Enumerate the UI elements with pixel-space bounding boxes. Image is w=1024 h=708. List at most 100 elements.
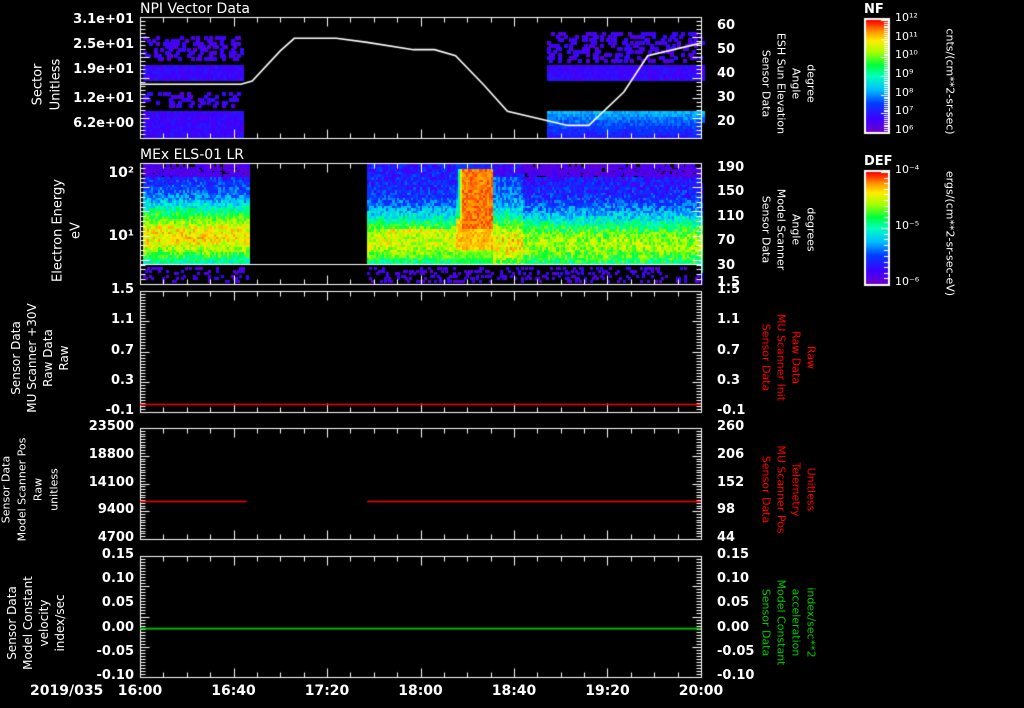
panel3-ytick-right-4: -0.1	[717, 403, 746, 418]
panel2-left-axis-label-line-1: eV	[68, 221, 84, 239]
panel3-ytick-left-1: 1.1	[110, 312, 134, 328]
panel5-ytick-left-1: 0.10	[101, 571, 134, 587]
date-label: 2019/035	[30, 683, 104, 699]
nf-colorbar-tick-3: 10⁹	[895, 67, 914, 80]
panel4-left-axis-label-line-3: unitless	[47, 467, 61, 511]
panel5-ytick-right-5: -0.10	[717, 668, 755, 683]
nf-colorbar-units-line-0: cnts/(cm**2-sr-sec)	[943, 28, 957, 135]
panel2-ytick-right-5: 1.5	[717, 275, 741, 290]
panel2-ytick-right-4: 30	[717, 257, 736, 273]
nf-colorbar-tick-2: 10¹⁰	[895, 48, 918, 62]
time-tick-3: 18:00	[398, 683, 443, 699]
nf-colorbar-tick-5: 10⁷	[895, 104, 914, 118]
panel2-ytick-right-0: 190	[717, 160, 745, 176]
panel4-right-axis-label-line-2: Telemetry	[789, 461, 803, 517]
panel3-right-axis-label-line-1: MU Scanner Init	[774, 313, 788, 401]
panel4-ytick-right-0: 260	[717, 419, 745, 434]
nf-colorbar-tick-0: 10¹²	[895, 11, 918, 24]
panel5-ytick-right-4: -0.05	[717, 643, 755, 659]
panel5-ytick-right-2: 0.05	[717, 595, 750, 611]
def-colorbar-title: DEF	[864, 154, 893, 169]
panel5-ytick-left-2: 0.05	[101, 595, 134, 611]
panel4-ytick-right-2: 152	[717, 474, 745, 490]
panel4-right-axis-label-line-1: MU Scanner Pos	[774, 444, 788, 534]
panel2-ytick-right-2: 110	[717, 208, 745, 224]
panel2-ytick-right-3: 70	[717, 233, 736, 249]
panel2-right-axis-label-line-0: Sensor Data	[759, 195, 773, 263]
panel3-ytick-left-2: 0.7	[110, 342, 134, 358]
panel2-ytick-right-1: 150	[717, 184, 745, 200]
panel4-ytick-right-1: 206	[717, 446, 745, 462]
nf-colorbar-tick-1: 10¹¹	[895, 29, 918, 43]
panel4-right-axis-label-line-3: Unitless	[804, 467, 818, 511]
panel5-right-axis-label-line-3: index/sec**2	[804, 586, 818, 658]
panel3-left-axis-label-line-1: MU Scanner +30V	[25, 302, 39, 413]
panel4-left-axis-label-line-0: Sensor Data	[0, 455, 13, 523]
panel3-left-axis-label-line-0: Sensor Data	[9, 320, 23, 395]
panel5-ytick-left-3: 0.00	[101, 619, 134, 635]
panel2-right-axis-label-line-1: Model Scanner	[774, 188, 788, 270]
panel2-right-axis-label-line-3: degrees	[804, 206, 818, 252]
panel3-ytick-right-0: 1.5	[717, 282, 741, 297]
panel5-left-axis-label-line-0: Sensor Data	[5, 585, 19, 660]
time-tick-6: 20:00	[678, 683, 724, 699]
panel1-ytick-right-3: 30	[717, 90, 736, 106]
panel5-ytick-right-1: 0.10	[717, 571, 750, 587]
panel3-right-axis-label-line-3: Raw	[804, 345, 818, 369]
panel5-ytick-left-5: -0.10	[96, 668, 134, 683]
panel1-ytick-left-4: 6.2e+00	[73, 115, 134, 131]
panel4-ytick-left-1: 18800	[88, 446, 134, 462]
time-tick-0: 16:00	[117, 683, 163, 699]
panel1-ytick-right-2: 40	[717, 66, 736, 82]
panel4-right-axis-label-line-0: Sensor Data	[759, 455, 773, 523]
panel1-ytick-left-3: 1.2e+01	[73, 91, 134, 107]
panel4-ytick-left-3: 9400	[97, 502, 134, 518]
def-colorbar-units-line-0: ergs/(cm**2-sr-sec-eV)	[943, 170, 957, 297]
panel3-ytick-right-1: 1.1	[717, 312, 741, 328]
panel5-ytick-right-3: 0.00	[717, 619, 750, 635]
panel5-ytick-right-0: 0.15	[717, 547, 750, 562]
panel1-ytick-left-1: 2.5e+01	[73, 37, 134, 53]
def-colorbar-tick-2: 10⁻⁶	[895, 275, 920, 288]
panel5-right-axis-label-line-0: Sensor Data	[759, 588, 773, 656]
panel2-ytick-left-1: 10¹	[108, 227, 134, 244]
panel-title-npi: NPI Vector Data	[140, 1, 250, 17]
nf-colorbar-tick-4: 10⁸	[895, 85, 914, 99]
panel4-ytick-left-4: 4700	[97, 530, 134, 545]
time-tick-5: 19:20	[585, 683, 630, 699]
panel3-ytick-right-2: 0.7	[717, 342, 741, 358]
panel5-left-axis-label-line-2: velocity	[37, 599, 51, 646]
panel1-ytick-left-2: 1.9e+01	[73, 62, 134, 78]
panel-title-els: MEx ELS-01 LR	[140, 147, 245, 163]
panel1-right-axis-label-line-0: Sensor Data	[759, 49, 773, 117]
panel4-ytick-left-0: 23500	[88, 419, 134, 434]
panel2-left-axis-label-line-0: Electron Energy	[50, 178, 66, 282]
panel1-left-axis-label-line-0: Sector	[30, 63, 46, 105]
panel3-ytick-left-0: 1.5	[110, 282, 134, 297]
def-colorbar-tick-1: 10⁻⁵	[895, 219, 920, 232]
panel4-ytick-right-4: 44	[717, 530, 736, 545]
panel3-right-axis-label-line-0: Sensor Data	[759, 323, 773, 391]
panel1-ytick-left-0: 3.1e+01	[73, 12, 134, 28]
panel1-left-axis-label-line-1: Unitless	[48, 58, 64, 110]
panel1-ytick-right-1: 50	[717, 41, 736, 57]
panel5-right-axis-label-line-1: Model Constant	[774, 579, 788, 665]
panel5-left-axis-label-line-1: Model Constant	[21, 575, 35, 670]
panel3-ytick-left-3: 0.3	[110, 372, 134, 388]
panel3-left-axis-label-line-3: Raw	[57, 344, 71, 371]
panel3-left-axis-label-line-2: Raw Data	[41, 328, 55, 387]
panel3-ytick-right-3: 0.3	[717, 372, 741, 388]
panel2-right-axis-label-line-2: Angle	[789, 213, 803, 245]
def-colorbar-tick-0: 10⁻⁴	[895, 163, 920, 176]
time-tick-4: 18:40	[491, 683, 537, 699]
panel1-right-axis-label-line-2: Angle	[789, 67, 803, 99]
panel5-left-axis-label-line-3: index/sec	[53, 593, 67, 652]
panel1-ytick-right-4: 20	[717, 114, 736, 130]
panel3-right-axis-label-line-2: Raw Data	[789, 330, 803, 384]
panel4-left-axis-label-line-1: Model Scanner Pos	[15, 437, 29, 541]
panel1-right-axis-label-line-1: ESH Sun Elevation	[774, 32, 788, 134]
panel5-ytick-left-4: -0.05	[96, 643, 134, 659]
panel5-right-axis-label-line-2: acceleration	[789, 588, 803, 656]
time-tick-1: 16:40	[211, 683, 256, 699]
